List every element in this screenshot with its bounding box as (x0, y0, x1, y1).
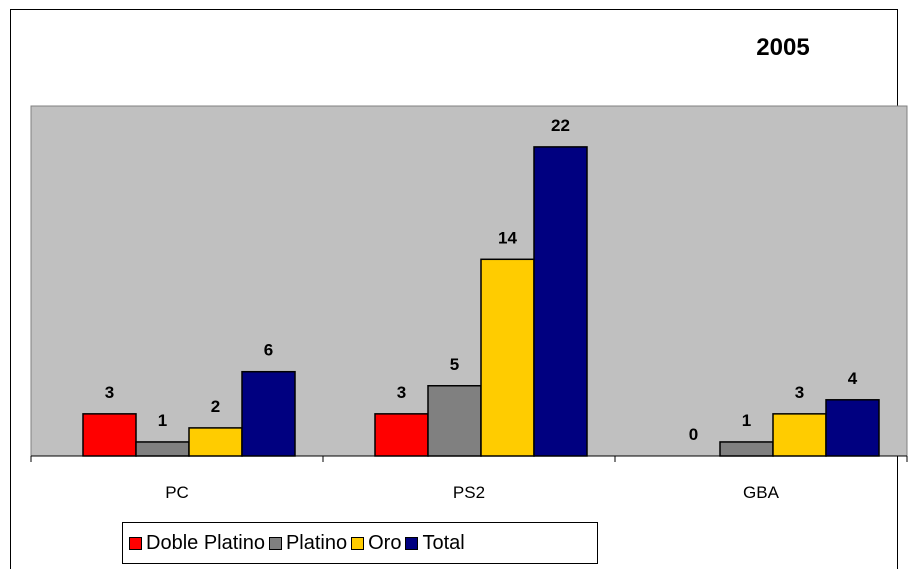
chart-title: 2005 (756, 34, 810, 61)
data-label: 1 (158, 411, 167, 430)
legend: Doble Platino Platino Oro Total (122, 522, 598, 564)
legend-swatch (405, 536, 419, 550)
bar-pc-oro (188, 427, 243, 457)
bar-ps2-oro (480, 258, 535, 457)
legend-item-doble-platino: Doble Platino (129, 532, 265, 555)
category-labels-group: PC PS2 GBA (165, 483, 779, 502)
bar-ps2-total (533, 146, 588, 457)
data-label: 22 (551, 116, 570, 135)
category-label: GBA (743, 483, 780, 502)
x-ticks-group (30, 456, 908, 462)
category-label: PC (165, 483, 189, 502)
bar-ps2-doble-platino (374, 413, 429, 457)
data-label: 3 (105, 383, 114, 402)
data-label: 2 (211, 397, 220, 416)
data-labels-group: 3 1 2 6 3 5 14 22 0 1 3 4 (105, 116, 858, 444)
legend-label: Total (422, 531, 465, 554)
data-label: 14 (498, 228, 517, 247)
legend-swatch (129, 536, 142, 550)
category-label: PS2 (453, 483, 485, 502)
bars-group (82, 146, 880, 457)
bar-pc-platino (135, 441, 190, 457)
bar-pc-doble-platino (82, 413, 137, 457)
data-label: 0 (689, 425, 698, 444)
data-label: 3 (397, 383, 406, 402)
data-label: 6 (264, 341, 273, 360)
data-label: 4 (848, 369, 858, 388)
legend-label: Platino (285, 531, 348, 554)
bar-pc-total (241, 370, 296, 457)
bar-gba-oro (772, 413, 827, 457)
legend-item-total: Total (405, 531, 465, 555)
data-label: 5 (450, 355, 459, 374)
bar-ps2-platino (427, 385, 482, 457)
data-label: 1 (742, 411, 751, 430)
legend-swatch (351, 536, 365, 550)
legend-item-platino: Platino (268, 531, 348, 555)
legend-label: Oro (368, 531, 402, 554)
bar-gba-platino (719, 441, 774, 457)
legend-swatch (268, 536, 282, 550)
bar-gba-total (825, 399, 880, 457)
legend-item-oro: Oro (351, 532, 401, 555)
legend-label: Doble Platino (146, 531, 265, 554)
data-label: 3 (795, 383, 804, 402)
